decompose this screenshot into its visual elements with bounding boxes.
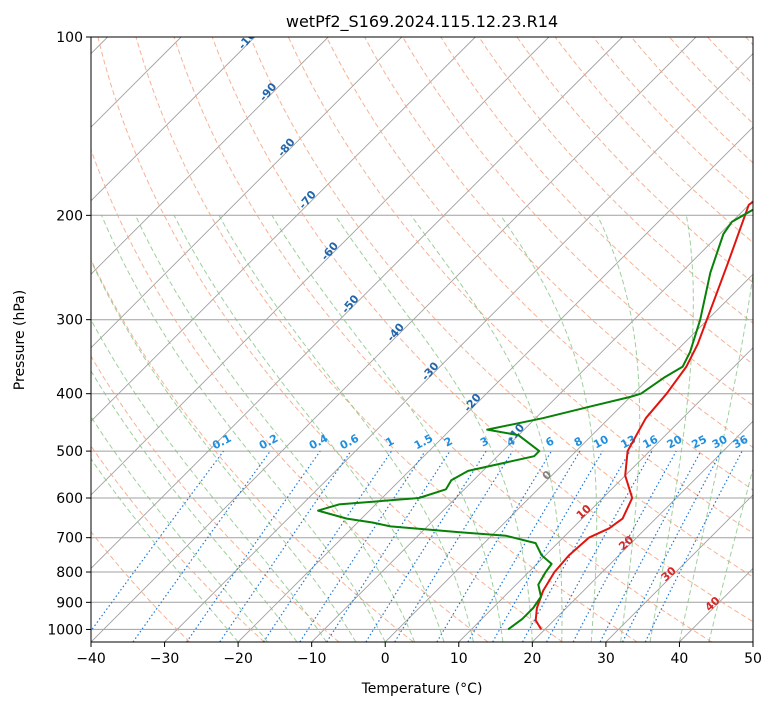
moist-adiabat-line (335, 215, 532, 642)
moist-adiabat-line (102, 215, 386, 642)
isotherm-line (312, 37, 775, 642)
y-tick-label: 300 (56, 313, 83, 329)
isotherm-line (0, 37, 255, 642)
y-tick-label: 1000 (47, 622, 83, 638)
moist-adiabat-line (0, 215, 238, 642)
dry-adiabat-label: -30 (419, 359, 442, 383)
dry-adiabat-line (22, 37, 414, 642)
dry-adiabat-label: -80 (275, 135, 298, 159)
x-tick-label: −20 (223, 651, 253, 667)
mixing-ratio-label: 3 (478, 434, 491, 449)
moist-adiabat-label: 40 (703, 594, 723, 614)
mixing-ratio-line (600, 451, 701, 642)
mixing-ratio-label: 1 (383, 434, 396, 449)
y-tick-label: 900 (56, 595, 83, 611)
mixing-ratio-label: 0.1 (210, 432, 233, 453)
mixing-ratio-label: 1.5 (412, 432, 435, 453)
dry-adiabat-line (746, 37, 775, 642)
moist-adiabat-line (219, 215, 474, 642)
dry-adiabat-line (0, 37, 339, 642)
mixing-ratio-label: 10 (591, 433, 611, 452)
moist-adiabat-line (411, 215, 562, 642)
dry-adiabat-line (60, 37, 488, 642)
y-tick-label: 500 (56, 444, 83, 460)
dry-adiabat-line (365, 37, 775, 642)
isotherm-line (0, 37, 402, 642)
x-tick-label: 30 (597, 651, 615, 667)
moist-adiabat-line (679, 215, 759, 642)
mixing-ratio-line (83, 451, 224, 642)
moist-adiabat-label: 30 (659, 564, 679, 584)
isotherm-line (753, 37, 775, 642)
x-tick-label: 20 (523, 651, 541, 667)
dry-adiabat-line (0, 37, 264, 642)
mixing-ratio-label: 30 (710, 433, 730, 452)
temperature-profile-line (536, 37, 775, 629)
y-tick-label: 100 (56, 30, 83, 46)
moist-adiabat-label: 20 (616, 533, 636, 553)
x-tick-label: 0 (381, 651, 390, 667)
mixing-ratio-label: 0.4 (307, 432, 331, 453)
dry-adiabat-label: -90 (257, 80, 280, 104)
dry-adiabat-label: -60 (318, 239, 341, 263)
y-tick-label: 800 (56, 565, 83, 581)
plot-frame (91, 37, 753, 642)
mixing-ratio-line (327, 451, 450, 642)
dry-adiabat-label: -70 (296, 188, 319, 212)
y-axis-label: Pressure (hPa) (12, 290, 28, 390)
isotherm-line (165, 37, 770, 642)
x-axis-label: Temperature (°C) (361, 681, 483, 697)
mixing-ratio-line (220, 451, 351, 642)
mixing-ratio-line (468, 451, 580, 642)
dry-adiabat-line (669, 37, 775, 642)
moist-adiabat-line (135, 215, 414, 642)
y-tick-label: 700 (56, 531, 83, 547)
mixing-ratio-line (645, 451, 742, 642)
reference-line-labels: 0.1 0.2 0.4 0.6 1 1.5 2 3 4 6 8 10 13 16 20 25 30 36-100-… (210, 22, 750, 614)
mixing-ratio-label: 8 (572, 434, 585, 449)
mixing-ratio-label: 16 (641, 433, 661, 452)
dry-adiabat-line (441, 37, 775, 642)
x-tick-label: −30 (150, 651, 180, 667)
dry-adiabat-label: -50 (339, 292, 362, 316)
x-tick-label: 10 (450, 651, 468, 667)
y-tick-label: 200 (56, 208, 83, 224)
x-tick-label: 40 (671, 651, 689, 667)
moist-adiabat-line (709, 215, 775, 642)
y-tick-label: 600 (56, 491, 83, 507)
mixing-ratio-line (300, 451, 425, 642)
dry-adiabat-line (517, 37, 775, 642)
isotherm-line (385, 37, 775, 642)
isotherm-line (459, 37, 775, 642)
dry-adiabat-label: -20 (461, 391, 484, 415)
moist-adiabat-line (0, 215, 268, 642)
moist-adiabat-line (44, 215, 326, 642)
dry-adiabat-line (555, 37, 775, 642)
dry-adiabat-line (0, 37, 190, 642)
x-tick-label: −10 (297, 651, 327, 667)
dry-adiabat-line (479, 37, 775, 642)
mixing-ratio-line (523, 451, 631, 642)
mixing-ratio-label: 6 (543, 434, 556, 449)
dry-adiabat-line (593, 37, 775, 642)
x-tick-label: −40 (76, 651, 106, 667)
x-tick-label: 50 (744, 651, 762, 667)
dry-adiabat-line (708, 37, 775, 642)
isotherm-line (17, 37, 622, 642)
chart-title: wetPf2_S169.2024.115.12.23.R14 (286, 12, 558, 32)
y-tick-label: 400 (56, 387, 83, 403)
mixing-ratio-line (547, 451, 652, 642)
y-axis-ticks: 100 200 300 400 500 600 700 800 900 1000 (47, 30, 91, 638)
mixing-ratio-label: 36 (731, 433, 751, 452)
mixing-ratio-label: 25 (689, 433, 709, 452)
moist-adiabat-line (71, 215, 355, 642)
dry-adiabat-line (136, 37, 637, 642)
x-axis-ticks: −40 −30 −20 −10 0 10 20 30 40 50 (76, 642, 762, 667)
